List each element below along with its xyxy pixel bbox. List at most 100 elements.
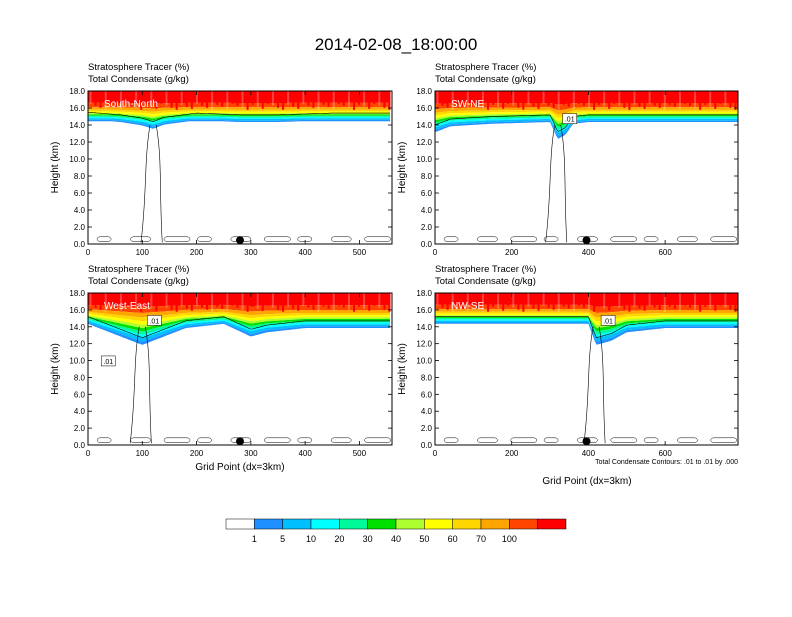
location-marker bbox=[236, 236, 244, 245]
tracer-band bbox=[88, 116, 390, 125]
tracer-streak bbox=[608, 91, 611, 109]
tracer-streak bbox=[699, 91, 702, 110]
condensate-contour bbox=[545, 124, 568, 243]
section-label: SW-NE bbox=[451, 99, 484, 110]
panel-sw-ne: Stratosphere Tracer (%) Total Condensate… bbox=[397, 62, 739, 257]
tracer-streak bbox=[221, 293, 224, 309]
tracer-streak bbox=[542, 293, 545, 306]
tracer-streak bbox=[446, 91, 449, 108]
tracer-streak bbox=[547, 91, 550, 106]
tracer-streak bbox=[155, 91, 158, 109]
condensate-contour bbox=[477, 437, 498, 443]
tracer-streak bbox=[441, 91, 444, 106]
colorbar-swatch bbox=[509, 518, 538, 530]
tracer-streak bbox=[277, 293, 279, 310]
condensate-contour bbox=[510, 437, 537, 443]
tracer-streak bbox=[89, 91, 92, 104]
tracer-streak bbox=[441, 293, 444, 308]
tracer-streak bbox=[216, 293, 219, 307]
colorbar-label: 70 bbox=[476, 534, 486, 544]
tracer-streak bbox=[292, 293, 295, 309]
tracer-streak bbox=[623, 91, 626, 108]
tracer-streak bbox=[119, 293, 122, 311]
tracer-streak bbox=[451, 293, 454, 312]
tracer-streak bbox=[481, 91, 484, 108]
tracer-band bbox=[435, 114, 738, 127]
x-tick-label: 200 bbox=[505, 248, 519, 257]
tracer-streak bbox=[256, 293, 259, 309]
contour-label: .01 bbox=[101, 355, 116, 367]
x-tick-label: 200 bbox=[190, 449, 204, 458]
tracer-streak bbox=[608, 293, 611, 311]
tracer-streak bbox=[588, 293, 591, 310]
tracer-streak bbox=[327, 91, 330, 107]
tracer-streak bbox=[266, 293, 269, 306]
y-tick-label: 6.0 bbox=[421, 189, 433, 198]
colorbar-label: 30 bbox=[363, 534, 373, 544]
tracer-band bbox=[435, 319, 738, 338]
section-label: South-North bbox=[104, 99, 158, 110]
condensate-contour bbox=[330, 437, 352, 443]
tracer-streak bbox=[638, 293, 641, 309]
panel-west-east: Stratosphere Tracer (%) Total Condensate… bbox=[50, 264, 393, 473]
tracer-streak bbox=[471, 293, 474, 306]
location-marker bbox=[582, 236, 591, 245]
contour-note: Total Condensate Contours: .01 to .01 by… bbox=[595, 459, 738, 466]
tracer-streak bbox=[537, 293, 540, 311]
tracer-band bbox=[88, 316, 390, 332]
tracer-streak bbox=[709, 293, 712, 309]
tracer-streak bbox=[603, 293, 606, 309]
condensate-contour bbox=[543, 437, 559, 443]
colorbar-label: 40 bbox=[391, 534, 401, 544]
x-tick-label: 300 bbox=[244, 248, 258, 257]
tracer-band bbox=[435, 293, 738, 307]
y-tick-label: 8.0 bbox=[74, 373, 86, 382]
tracer-streak bbox=[155, 293, 158, 311]
tracer-streak bbox=[633, 91, 636, 105]
tracer-streak bbox=[135, 293, 138, 310]
condensate-contour bbox=[443, 236, 459, 242]
y-tick-label: 12.0 bbox=[416, 340, 432, 349]
tracer-streak bbox=[517, 293, 520, 310]
tracer-streak bbox=[297, 91, 300, 109]
tracer-streak bbox=[337, 293, 340, 306]
tracer-streak bbox=[704, 91, 707, 105]
condensate-contour bbox=[130, 236, 151, 242]
colorbar-swatch bbox=[395, 518, 425, 530]
tracer-streak bbox=[347, 91, 350, 108]
y-tick-label: 0.0 bbox=[421, 441, 433, 450]
tracer-streak bbox=[282, 91, 285, 110]
condensate-contour bbox=[364, 437, 391, 443]
tracer-streak bbox=[497, 91, 500, 107]
tracer-streak bbox=[704, 293, 707, 307]
tracer-streak bbox=[461, 293, 464, 309]
condensate-contour bbox=[330, 236, 352, 242]
tracer-streak bbox=[190, 91, 193, 109]
tracer-streak bbox=[211, 293, 214, 312]
tracer-streak bbox=[734, 293, 737, 312]
colorbar-swatch bbox=[254, 518, 283, 530]
tracer-streak bbox=[266, 91, 269, 104]
condensate-contour bbox=[264, 437, 291, 443]
tracer-band bbox=[435, 309, 738, 318]
tracer-streak bbox=[342, 293, 345, 308]
tracer-streak bbox=[383, 293, 386, 310]
tracer-streak bbox=[307, 293, 310, 308]
plot-area: .01 NW-SE 0.0 2.0 4.0 6.0 8.0 10.0 12.0 14.0 16.0 1… bbox=[397, 289, 739, 458]
tracer-streak bbox=[206, 91, 209, 108]
tracer-streak bbox=[221, 91, 224, 107]
tracer-streak bbox=[567, 91, 570, 107]
section-label: West-East bbox=[104, 301, 150, 312]
panel-title-condensate: Total Condensate (g/kg) bbox=[88, 74, 189, 85]
tracer-streak bbox=[292, 91, 295, 107]
tracer-streak bbox=[709, 91, 712, 107]
colorbar-swatch bbox=[424, 518, 453, 530]
condensate-contour bbox=[477, 236, 498, 242]
tracer-streak bbox=[582, 293, 585, 308]
y-tick-label: 18.0 bbox=[69, 289, 85, 298]
tracer-streak bbox=[277, 91, 279, 108]
plot-area: .01 SW-NE 0.0 2.0 4.0 6.0 8.0 10.0 12.0 14.0 16.0 1… bbox=[397, 87, 739, 257]
tracer-streak bbox=[165, 91, 168, 106]
tracer-streak bbox=[383, 91, 386, 108]
tracer-band bbox=[435, 318, 738, 335]
